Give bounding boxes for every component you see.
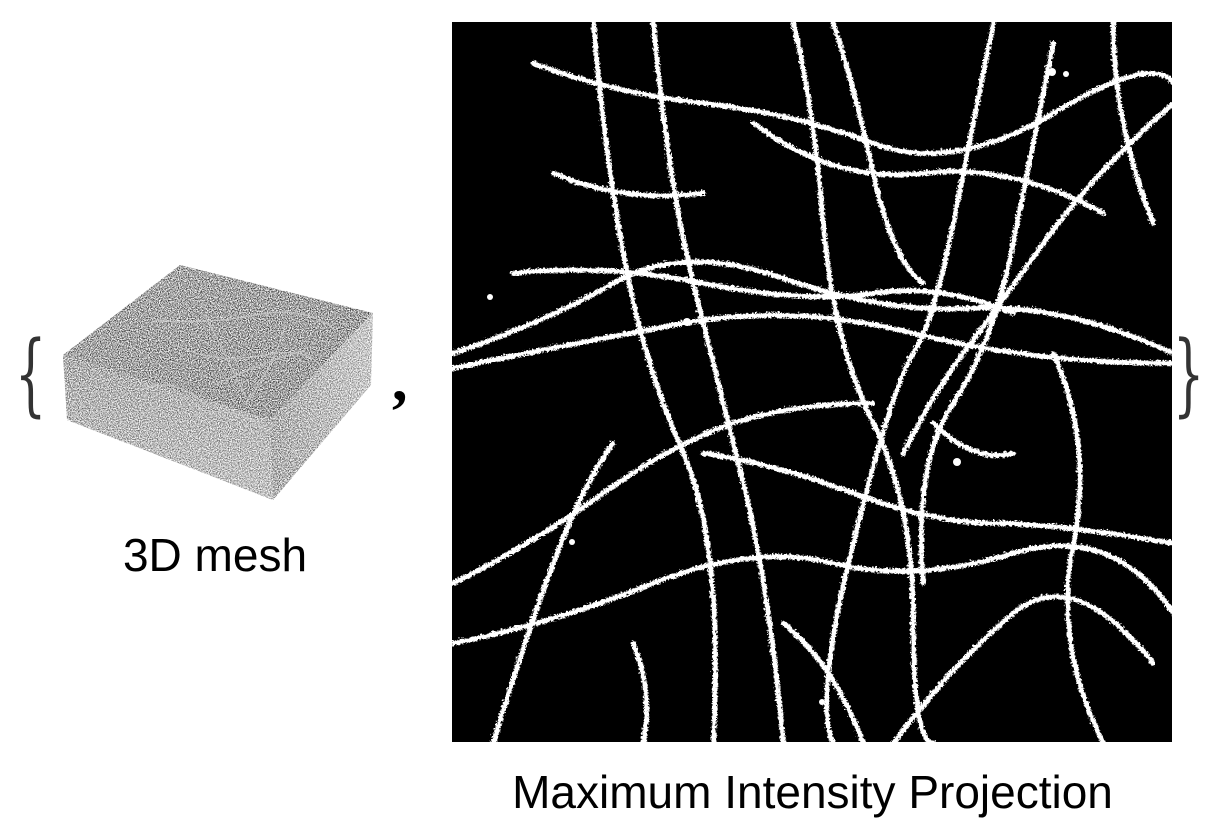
maximum-intensity-projection-image[interactable] [452, 22, 1172, 742]
3d-mesh-render [63, 265, 373, 500]
open-brace: { [14, 322, 47, 427]
3d-mesh-caption: 3D mesh [122, 529, 308, 581]
3d-mesh-image[interactable] [55, 255, 380, 505]
mip-debris [487, 68, 1069, 705]
mesh-top-face [63, 265, 373, 420]
close-brace: } [1172, 322, 1205, 427]
mesh-filaments [139, 311, 336, 456]
mip-render [452, 22, 1172, 742]
mesh-right-face [270, 313, 373, 500]
mesh-left-face [63, 355, 273, 500]
mip-caption: Maximum Intensity Projection [512, 766, 1113, 818]
mip-filaments [452, 22, 1172, 742]
list-separator: , [392, 346, 408, 414]
